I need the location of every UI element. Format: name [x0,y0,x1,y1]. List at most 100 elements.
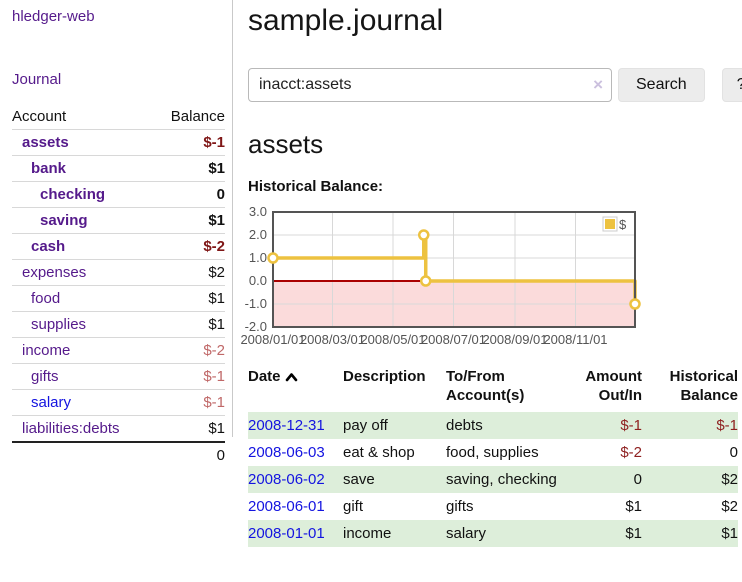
account-link-cash[interactable]: cash [31,237,66,255]
clear-search-icon[interactable]: × [593,75,603,94]
account-link-checking[interactable]: checking [40,185,106,203]
register-row: 2008-12-31 pay off debts $-1 $-1 [248,412,738,439]
register-row: 2008-06-02 save saving, checking 0 $2 [248,466,738,493]
account-link-bank[interactable]: bank [31,159,67,177]
svg-text:0.0: 0.0 [249,273,267,288]
account-row-cash: cash $-2 [12,233,225,260]
account-row-saving: saving $1 [12,207,225,234]
accounts-total-row: 0 [12,441,225,469]
account-balance: $1 [153,311,225,338]
transaction-date-link[interactable]: 2008-01-01 [248,524,325,542]
chart-canvas: $3.0 2.0 1.0 0.0 -1.0 -2.02008/01/012008/03/0… [240,204,641,347]
account-balance: $-1 [153,389,225,416]
chart-title: Historical Balance: [248,178,384,195]
transaction-balance: $2 [721,470,738,488]
search-input[interactable] [248,68,612,102]
account-balance: $-1 [153,129,225,156]
transaction-amount: 0 [633,470,642,488]
svg-text:2.0: 2.0 [249,227,267,242]
page-title: sample.journal [248,4,444,37]
account-link-assets[interactable]: assets [22,133,69,151]
register-table: Date Description To/From Account(s) Amou… [248,367,738,547]
account-link-salary[interactable]: salary [31,393,72,411]
transaction-description: income [343,524,392,542]
account-balance: $1 [153,285,225,312]
transaction-amount: $1 [625,524,642,542]
accounts-col-account: Account [12,106,154,130]
sidebar: hledger-web Journal Account Balance asse… [0,0,233,469]
transaction-balance: $2 [721,497,738,515]
register-col-date[interactable]: Date [248,367,343,412]
account-link-gifts[interactable]: gifts [31,367,59,385]
register-row: 2008-06-01 gift gifts $1 $2 [248,493,738,520]
transaction-accounts: gifts [446,497,474,515]
svg-text:2008/05/01: 2008/05/01 [360,332,425,347]
sidebar-item-journal[interactable]: Journal [12,71,62,88]
search-button[interactable]: Search [618,68,705,102]
account-balance: $-2 [153,233,225,260]
register-col-balance: Historical Balance [669,368,738,404]
accounts-table: Account Balance assets $-1 bank $1 check… [12,106,225,469]
account-row-expenses: expenses $2 [12,259,225,286]
transaction-description: pay off [343,416,388,434]
account-link-food[interactable]: food [31,289,61,307]
account-balance: $1 [153,207,225,234]
svg-text:-1.0: -1.0 [245,296,267,311]
transaction-date-link[interactable]: 2008-06-03 [248,443,325,461]
search-form: × Search ? [248,68,742,102]
account-balance: $2 [153,259,225,286]
transaction-description: gift [343,497,364,515]
brand-link[interactable]: hledger-web [12,8,95,25]
accounts-total-value: 0 [153,441,225,469]
register-header-row: Date Description To/From Account(s) Amou… [248,367,738,412]
transaction-balance: $1 [721,524,738,542]
transaction-accounts: saving, checking [446,470,557,488]
search-box: × [248,68,612,102]
svg-text:2008/09/01: 2008/09/01 [482,332,547,347]
transaction-balance: 0 [729,443,738,461]
account-balance: $1 [153,415,225,443]
transaction-accounts: food, supplies [446,443,539,461]
register-col-tofrom: To/From Account(s) [446,368,525,404]
accounts-col-balance: Balance [153,106,225,130]
transaction-amount: $1 [625,497,642,515]
account-row-income: income $-2 [12,337,225,364]
account-balance: 0 [153,181,225,208]
transaction-description: eat & shop [343,443,415,461]
svg-text:2008/01/01: 2008/01/01 [240,332,305,347]
svg-text:3.0: 3.0 [249,204,267,219]
account-row-checking: checking 0 [12,181,225,208]
account-balance: $-2 [153,337,225,364]
account-row-salary: salary $-1 [12,389,225,416]
account-link-supplies[interactable]: supplies [31,315,87,333]
svg-text:$: $ [619,217,627,232]
account-row-liabilities-debts: liabilities:debts $1 [12,415,225,443]
account-row-bank: bank $1 [12,155,225,182]
account-balance: $-1 [153,363,225,390]
account-row-supplies: supplies $1 [12,311,225,338]
transaction-amount: $-1 [620,416,642,434]
register-col-description: Description [343,368,426,385]
svg-text:-2.0: -2.0 [245,319,267,334]
transaction-date-link[interactable]: 2008-06-01 [248,497,325,515]
account-link-saving[interactable]: saving [40,211,88,229]
historical-balance-chart: $3.0 2.0 1.0 0.0 -1.0 -2.0 2008/01/01 2008/03/0… [240,204,742,350]
transaction-balance: $-1 [716,416,738,434]
svg-text:2008/07/01: 2008/07/01 [421,332,486,347]
account-link-expenses[interactable]: expenses [22,263,87,281]
svg-text:1.0: 1.0 [249,250,267,265]
main-content: sample.journal × Search ? assets Histori… [233,0,742,547]
account-link-income[interactable]: income [22,341,71,359]
help-button[interactable]: ? [721,68,742,102]
svg-text:2008/11/01: 2008/11/01 [543,332,607,347]
register-col-amount: Amount Out/In [585,368,642,404]
transaction-date-link[interactable]: 2008-12-31 [248,416,325,434]
account-row-assets: assets $-1 [12,129,225,156]
transaction-accounts: debts [446,416,483,434]
account-heading: assets [248,129,324,159]
svg-text:2008/03/01: 2008/03/01 [300,332,365,347]
transaction-date-link[interactable]: 2008-06-02 [248,470,325,488]
account-row-food: food $1 [12,285,225,312]
register-row: 2008-01-01 income salary $1 $1 [248,520,738,547]
account-link-liabilities-debts[interactable]: liabilities:debts [22,419,120,437]
